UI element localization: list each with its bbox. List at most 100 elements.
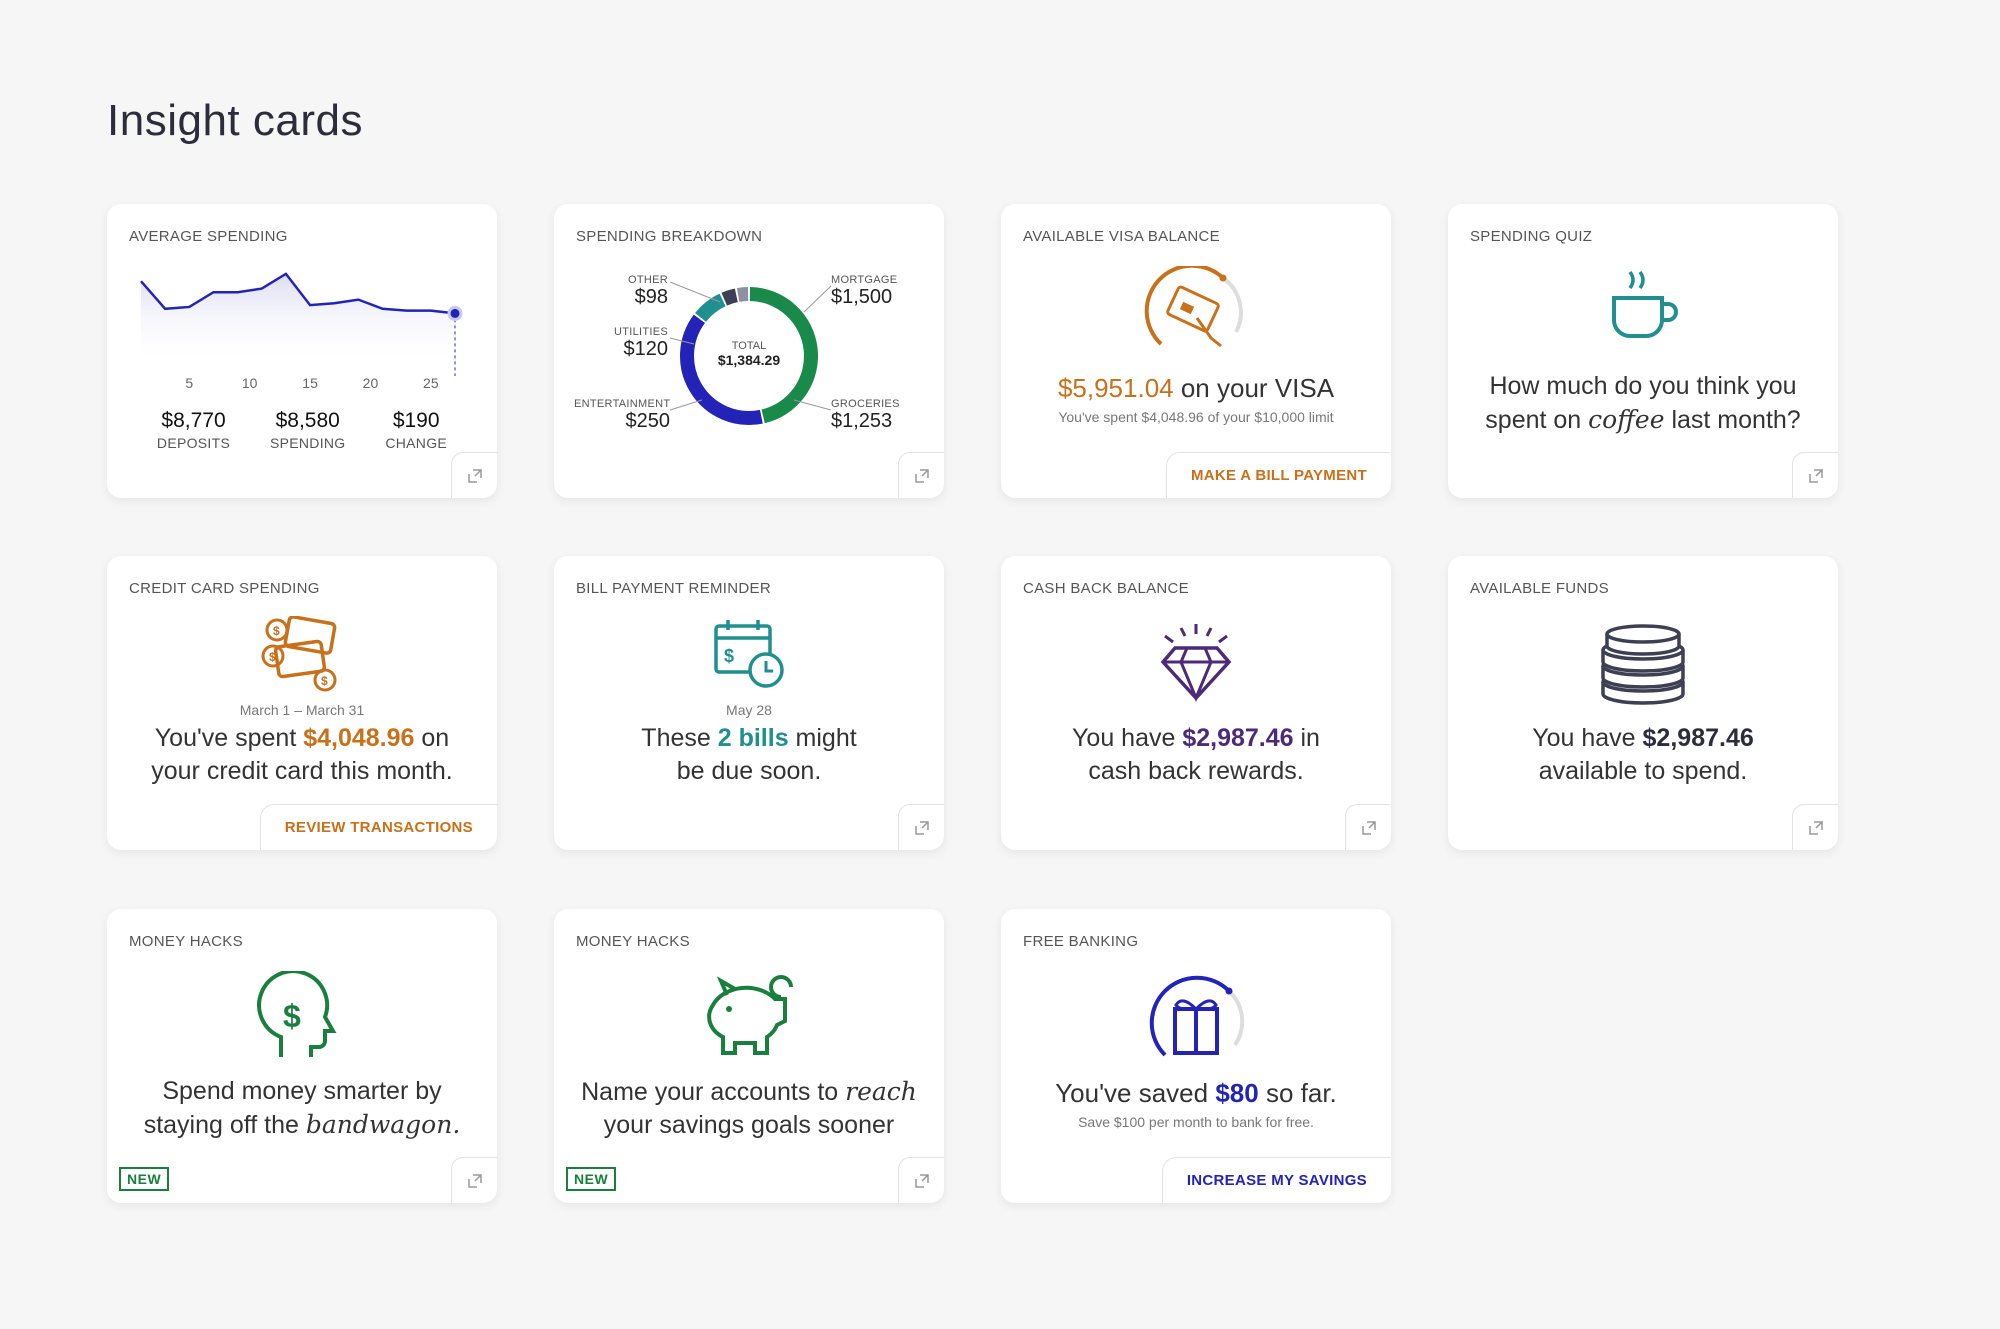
expand-icon: [914, 820, 929, 835]
chart-x-tick-label: 15: [302, 375, 318, 391]
fb-pre: You've saved: [1055, 1078, 1216, 1108]
fb-saved-amount: $80: [1215, 1078, 1259, 1108]
expand-icon: [1808, 820, 1823, 835]
expand-icon: [467, 1173, 482, 1188]
diamond-icon: [1001, 622, 1391, 702]
make-bill-payment-button[interactable]: MAKE A BILL PAYMENT: [1166, 452, 1391, 498]
donut-label-value: $1,253: [831, 410, 893, 432]
donut-label-name: GROCERIES: [831, 398, 900, 410]
expand-icon: [467, 468, 482, 483]
bill-reminder-message: These 2 bills might be due soon.: [554, 722, 944, 788]
card-label: SPENDING BREAKDOWN: [576, 228, 763, 245]
cash-back-amount: $2,987.46: [1182, 724, 1294, 752]
cash-back-pre: You have: [1072, 724, 1183, 752]
chart-x-tick-label: 10: [242, 375, 258, 391]
card-label: AVAILABLE FUNDS: [1470, 580, 1609, 597]
deposits-stat: $8,770 DEPOSITS: [157, 409, 230, 451]
card-label: CASH BACK BALANCE: [1023, 580, 1189, 597]
head-dollar-icon: $: [107, 971, 497, 1061]
chart-area: [141, 273, 455, 364]
gift-progress-icon: [1001, 971, 1391, 1061]
piggy-bank-icon: [554, 975, 944, 1059]
mh1-line-2: staying off the: [143, 1111, 306, 1139]
expand-icon: [914, 1173, 929, 1188]
credit-cards-coins-icon: $ $ $: [107, 616, 497, 696]
donut-slice-other: [736, 287, 749, 302]
mh2-line-1: Name your accounts to: [581, 1078, 846, 1106]
quiz-emphasis: coffee: [1588, 405, 1665, 434]
cash-back-post: in: [1293, 724, 1320, 752]
donut-label-name: UTILITIES: [613, 326, 668, 338]
card-money-hacks-savings[interactable]: MONEY HACKS Name your accounts to reach …: [554, 909, 944, 1203]
mh2-line-2: your savings goals sooner: [603, 1111, 895, 1139]
card-spending-quiz[interactable]: SPENDING QUIZ How much do you think you …: [1448, 204, 1838, 498]
card-average-spending[interactable]: AVERAGE SPENDING 5 10 15 20 25 $8,770 DEPOSI…: [107, 204, 497, 498]
deposits-label: DEPOSITS: [156, 435, 231, 451]
card-spending-breakdown[interactable]: SPENDING BREAKDOWN TOTAL $1,384.29 OTHER…: [554, 204, 944, 498]
expand-button[interactable]: [898, 1157, 944, 1203]
card-credit-card-spending[interactable]: CREDIT CARD SPENDING $ $ $ March 1 – Mar…: [107, 556, 497, 850]
expand-button[interactable]: [1792, 804, 1838, 850]
available-funds-message: You have $2,987.46 available to spend.: [1448, 722, 1838, 788]
donut-leader-line: [669, 337, 695, 345]
visa-balance-message: $5,951.04 on your VISA: [1001, 372, 1391, 405]
expand-button[interactable]: [1345, 804, 1391, 850]
donut-label-value: $1,500: [831, 286, 893, 308]
credit-card-hand-icon: [1001, 266, 1391, 356]
calendar-alarm-icon: $: [554, 616, 944, 696]
new-badge: NEW: [119, 1167, 170, 1191]
card-label: FREE BANKING: [1023, 933, 1139, 950]
card-cash-back-balance[interactable]: CASH BACK BALANCE You have $2,987.46 in …: [1001, 556, 1391, 850]
quiz-question: How much do you think you spent on coffe…: [1448, 370, 1838, 437]
funds-pre: You have: [1532, 724, 1643, 752]
donut-label-groceries: GROCERIES $1,253: [831, 398, 900, 433]
donut-label-value: $250: [625, 410, 671, 432]
expand-button[interactable]: [898, 804, 944, 850]
quiz-line-1: How much do you think you: [1489, 372, 1797, 400]
card-available-funds[interactable]: AVAILABLE FUNDS You have $2,987.46 avail…: [1448, 556, 1838, 850]
bill-count: 2 bills: [717, 724, 789, 752]
donut-leader-line: [669, 281, 721, 303]
bill-msg-post: might: [788, 724, 857, 752]
bill-msg-pre: These: [641, 724, 718, 752]
increase-my-savings-button[interactable]: INCREASE MY SAVINGS: [1161, 1157, 1391, 1203]
funds-amount: $2,987.46: [1642, 724, 1754, 752]
visa-limit-subtext: You've spent $4,048.96 of your $10,000 l…: [1058, 409, 1334, 425]
donut-label-value: $98: [634, 286, 668, 308]
quiz-line-2-text: spent on: [1485, 406, 1589, 434]
mh1-line-1: Spend money smarter by: [162, 1077, 442, 1105]
cc-msg-line-2: your credit card this month.: [151, 757, 453, 785]
card-label: CREDIT CARD SPENDING: [129, 580, 320, 597]
expand-icon: [1361, 820, 1376, 835]
donut-leader-line: [803, 285, 832, 313]
card-bill-payment-reminder[interactable]: BILL PAYMENT REMINDER $ May 28 These 2 b…: [554, 556, 944, 850]
quiz-line-2-end: last month?: [1664, 406, 1801, 434]
donut-slice-entertainment: [695, 293, 726, 322]
expand-button[interactable]: [898, 452, 944, 498]
chart-series-line: [140, 272, 456, 315]
donut-label-other: OTHER $98: [628, 274, 668, 309]
expand-button[interactable]: [451, 452, 497, 498]
change-value: $190: [392, 409, 440, 432]
bill-due-date: May 28: [726, 702, 772, 718]
card-label: MONEY HACKS: [576, 933, 690, 950]
page-title: Insight cards: [107, 96, 363, 145]
review-transactions-button[interactable]: REVIEW TRANSACTIONS: [259, 804, 497, 850]
expand-button[interactable]: [1792, 452, 1838, 498]
card-visa-balance[interactable]: AVAILABLE VISA BALANCE $5,951.04 on your…: [1001, 204, 1391, 498]
card-free-banking[interactable]: FREE BANKING You've saved $80 so far. Sa…: [1001, 909, 1391, 1203]
donut-slice-utilities: [721, 288, 738, 306]
fb-post: so far.: [1258, 1078, 1337, 1108]
cash-back-line-2: cash back rewards.: [1088, 757, 1304, 785]
donut-leader-line: [793, 399, 832, 411]
card-money-hacks-bandwagon[interactable]: MONEY HACKS $ Spend money smarter by sta…: [107, 909, 497, 1203]
credit-card-date-range: March 1 – March 31: [239, 702, 365, 718]
expand-button[interactable]: [451, 1157, 497, 1203]
credit-card-message: You've spent $4,048.96 on your credit ca…: [107, 722, 497, 788]
card-label: AVAILABLE VISA BALANCE: [1023, 228, 1220, 245]
card-label: MONEY HACKS: [129, 933, 243, 950]
donut-total-label: TOTAL: [731, 340, 767, 352]
donut-label-name: ENTERTAINMENT: [574, 398, 671, 410]
average-spending-chart: 5 10 15 20 25: [140, 272, 463, 391]
free-banking-subtext: Save $100 per month to bank for free.: [1078, 1114, 1314, 1130]
